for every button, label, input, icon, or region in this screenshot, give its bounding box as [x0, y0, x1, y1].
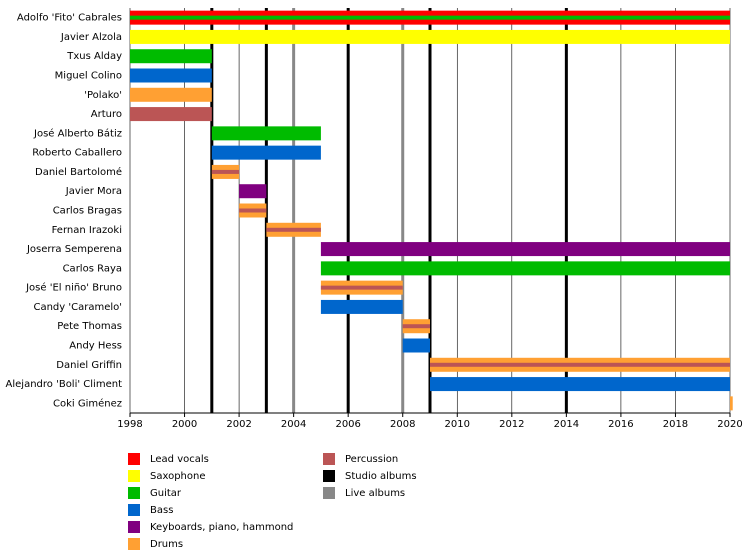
- x-tick-label: 2006: [335, 419, 360, 430]
- member-bar: [402, 338, 430, 353]
- member-bar: [130, 68, 212, 83]
- member-name: Daniel Griffin: [56, 360, 122, 371]
- member-bar-stripe: [130, 15, 730, 20]
- legend-label: Guitar: [150, 488, 182, 499]
- member-name: José 'El niño' Bruno: [25, 282, 122, 294]
- member-bar: [239, 184, 267, 199]
- member-name: Miguel Colino: [55, 71, 122, 82]
- legend-swatch: [128, 521, 140, 533]
- member-name: Daniel Bartolomé: [35, 166, 122, 178]
- x-tick-label: 2008: [390, 419, 415, 430]
- legend-label: Saxophone: [150, 471, 206, 482]
- member-name: Carlos Bragas: [53, 206, 122, 217]
- x-tick-label: 2018: [663, 419, 688, 430]
- member-name: Carlos Raya: [63, 263, 122, 274]
- member-name: Txus Alday: [66, 51, 122, 62]
- legend-label: Lead vocals: [150, 454, 209, 465]
- x-tick-label: 2002: [226, 419, 251, 430]
- x-tick-label: 1998: [117, 419, 142, 430]
- member-bar-stripe: [266, 227, 321, 232]
- x-tick-label: 2012: [499, 419, 524, 430]
- member-bar: [320, 299, 403, 314]
- legend-label: Drums: [150, 539, 183, 550]
- legend-swatch: [128, 504, 140, 516]
- legend-swatch: [128, 538, 140, 550]
- legend-label: Bass: [150, 505, 173, 516]
- member-name: 'Polako': [84, 90, 122, 101]
- legend-label: Live albums: [345, 488, 405, 499]
- member-bar: [130, 107, 212, 122]
- member-name: Arturo: [91, 109, 122, 120]
- member-name: Adolfo 'Fito' Cabrales: [17, 13, 122, 24]
- member-bar: [130, 87, 212, 102]
- member-name: Javier Alzola: [60, 32, 122, 43]
- member-bar-stripe: [211, 169, 240, 174]
- member-bar-stripe: [320, 285, 403, 290]
- member-bar: [320, 261, 730, 276]
- x-tick-label: 2000: [172, 419, 197, 430]
- x-tick-label: 2010: [445, 419, 470, 430]
- member-bar-stripe: [430, 362, 730, 367]
- legend-label: Keyboards, piano, hammond: [150, 522, 293, 533]
- x-tick-label: 2004: [281, 419, 306, 430]
- legend-swatch: [323, 453, 335, 465]
- member-name: Javier Mora: [65, 186, 122, 197]
- member-bar: [130, 29, 730, 44]
- member-bar: [211, 126, 321, 141]
- legend-swatch: [323, 487, 335, 499]
- member-name: Fernan Irazoki: [52, 225, 122, 236]
- x-tick-label: 2016: [608, 419, 633, 430]
- member-bar-stripe: [239, 208, 267, 213]
- member-name: Candy 'Caramelo': [33, 302, 122, 313]
- x-tick-label: 2014: [554, 419, 579, 430]
- member-name: Alejandro 'Boli' Climent: [6, 379, 123, 390]
- member-name: Andy Hess: [69, 341, 122, 352]
- legend-label: Studio albums: [345, 471, 417, 482]
- member-name: Joserra Semperena: [26, 244, 122, 255]
- member-bar: [730, 396, 733, 411]
- member-bar-stripe: [402, 324, 430, 329]
- member-bar: [211, 145, 321, 160]
- member-name: Pete Thomas: [57, 321, 122, 332]
- member-bar: [130, 49, 212, 64]
- legend-swatch: [128, 453, 140, 465]
- member-name: Coki Giménez: [53, 397, 122, 409]
- member-bar: [320, 242, 730, 257]
- member-name: Roberto Caballero: [32, 148, 122, 159]
- legend-swatch: [128, 470, 140, 482]
- member-bar: [430, 377, 730, 392]
- legend-label: Percussion: [345, 454, 398, 465]
- legend-swatch: [128, 487, 140, 499]
- legend-swatch: [323, 470, 335, 482]
- x-tick-label: 2020: [717, 419, 742, 430]
- member-name: José Alberto Bátiz: [33, 127, 122, 139]
